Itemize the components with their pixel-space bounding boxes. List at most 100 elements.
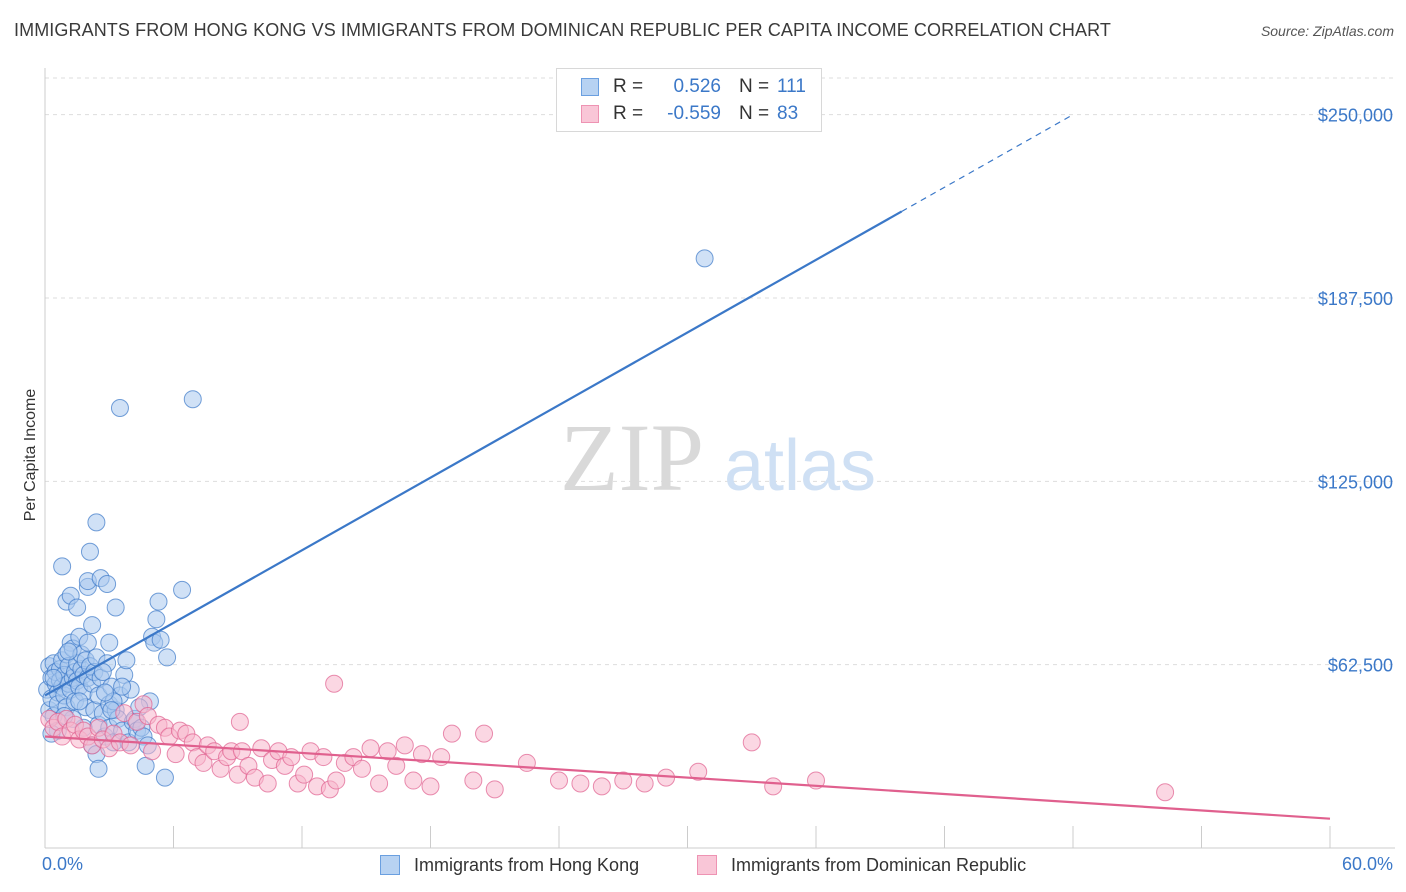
data-point	[98, 575, 117, 593]
data-point	[550, 771, 568, 790]
chart-title: IMMIGRANTS FROM HONG KONG VS IMMIGRANTS …	[14, 20, 1111, 40]
y-axis-label: Per Capita Income	[22, 389, 39, 522]
legend-row-dominican-republic: R = -0.559 N = 83	[557, 101, 798, 127]
data-point	[78, 633, 97, 652]
data-point	[475, 724, 494, 743]
data-point	[121, 736, 140, 755]
data-point	[395, 736, 414, 755]
data-point	[143, 742, 162, 761]
data-point	[147, 610, 166, 629]
data-point	[1156, 783, 1175, 802]
legend-swatch-dominican-republic	[697, 855, 717, 875]
data-point	[194, 753, 213, 772]
gridlines	[45, 77, 1395, 666]
data-point	[314, 748, 333, 767]
data-point	[421, 777, 440, 796]
data-point	[258, 774, 277, 793]
data-point	[100, 633, 119, 652]
trend-line-hong-kong	[44, 210, 903, 697]
data-point	[742, 733, 761, 752]
data-point	[592, 777, 611, 796]
data-point	[80, 542, 99, 561]
x-tick-label: 60.0%	[1342, 854, 1393, 874]
data-point	[158, 648, 177, 667]
data-point	[59, 642, 78, 661]
data-point	[183, 390, 202, 409]
data-point	[166, 745, 185, 764]
data-point	[412, 745, 431, 764]
data-point	[689, 762, 708, 781]
data-point	[442, 724, 461, 743]
legend-row-hong-kong: R = 0.526 N = 111	[557, 74, 806, 100]
legend-swatch-dominican-republic	[581, 105, 599, 123]
legend-r-label: R =	[613, 76, 644, 97]
legend-label-hong-kong: Immigrants from Hong Kong	[414, 854, 640, 875]
data-point	[352, 759, 371, 778]
data-point	[68, 598, 87, 617]
data-point	[110, 399, 129, 417]
tick-labels: $62,500 $125,000 $187,500 $250,000 0.0% 60.0%	[42, 106, 1393, 874]
data-point	[635, 774, 654, 793]
data-point	[155, 768, 174, 787]
data-point	[70, 692, 89, 711]
data-point	[117, 651, 136, 670]
data-point	[173, 580, 192, 599]
y-tick-label: $62,500	[1328, 656, 1393, 676]
data-point	[252, 739, 271, 758]
series-dominican-republic-points	[40, 674, 1175, 802]
data-point	[571, 774, 590, 793]
data-point	[695, 249, 714, 268]
data-point	[764, 777, 783, 796]
data-point	[106, 598, 125, 617]
data-point	[113, 677, 132, 696]
data-point	[517, 753, 536, 772]
legend-n-label: N =	[739, 76, 770, 97]
data-point	[464, 771, 483, 790]
data-point	[53, 557, 72, 576]
data-point	[325, 674, 344, 693]
legend-item-hong-kong: Immigrants from Hong Kong	[380, 852, 639, 878]
data-point	[95, 683, 114, 702]
trend-line-dominican-republic	[44, 735, 1331, 820]
legend-swatch-hong-kong	[581, 78, 599, 96]
data-point	[361, 739, 380, 758]
legend-r-value: -0.559	[667, 103, 721, 124]
data-point	[87, 513, 106, 532]
legend-swatch-hong-kong	[380, 855, 400, 875]
data-point	[614, 771, 633, 790]
legend-item-dominican-republic: Immigrants from Dominican Republic	[697, 852, 1026, 878]
x-tick-label: 0.0%	[42, 854, 83, 874]
data-point	[83, 616, 102, 635]
legend-n-value: 111	[777, 76, 806, 97]
series-legend: Immigrants from Hong Kong Immigrants fro…	[0, 852, 1406, 878]
y-tick-label: $125,000	[1318, 472, 1393, 492]
data-point	[485, 780, 504, 799]
y-tick-label: $250,000	[1318, 106, 1393, 126]
source-credit: Source: ZipAtlas.com	[1260, 23, 1394, 39]
data-point	[378, 742, 397, 761]
legend-r-label: R =	[613, 103, 644, 124]
watermark-zip: ZIP	[560, 404, 704, 511]
data-point	[89, 759, 108, 778]
data-point	[327, 771, 346, 790]
data-point	[387, 756, 406, 775]
y-tick-label: $187,500	[1318, 289, 1393, 309]
data-point	[404, 771, 423, 790]
axes	[44, 68, 1395, 849]
watermark-atlas: atlas	[724, 426, 876, 506]
data-point	[115, 704, 134, 723]
trend-lines	[44, 114, 1331, 820]
correlation-legend: R = 0.526 N = 111 R = -0.559 N = 83	[556, 68, 822, 132]
legend-n-value: 83	[777, 103, 799, 124]
data-point	[44, 668, 63, 687]
legend-r-value: 0.526	[673, 76, 721, 97]
data-point	[149, 592, 168, 611]
legend-label-dominican-republic: Immigrants from Dominican Republic	[731, 854, 1027, 875]
legend-n-label: N =	[739, 103, 770, 124]
trend-line-hong-kong-extension	[901, 114, 1074, 212]
data-point	[230, 712, 249, 731]
data-point	[295, 765, 314, 784]
watermark: ZIP atlas	[560, 404, 876, 511]
data-point	[370, 774, 389, 793]
